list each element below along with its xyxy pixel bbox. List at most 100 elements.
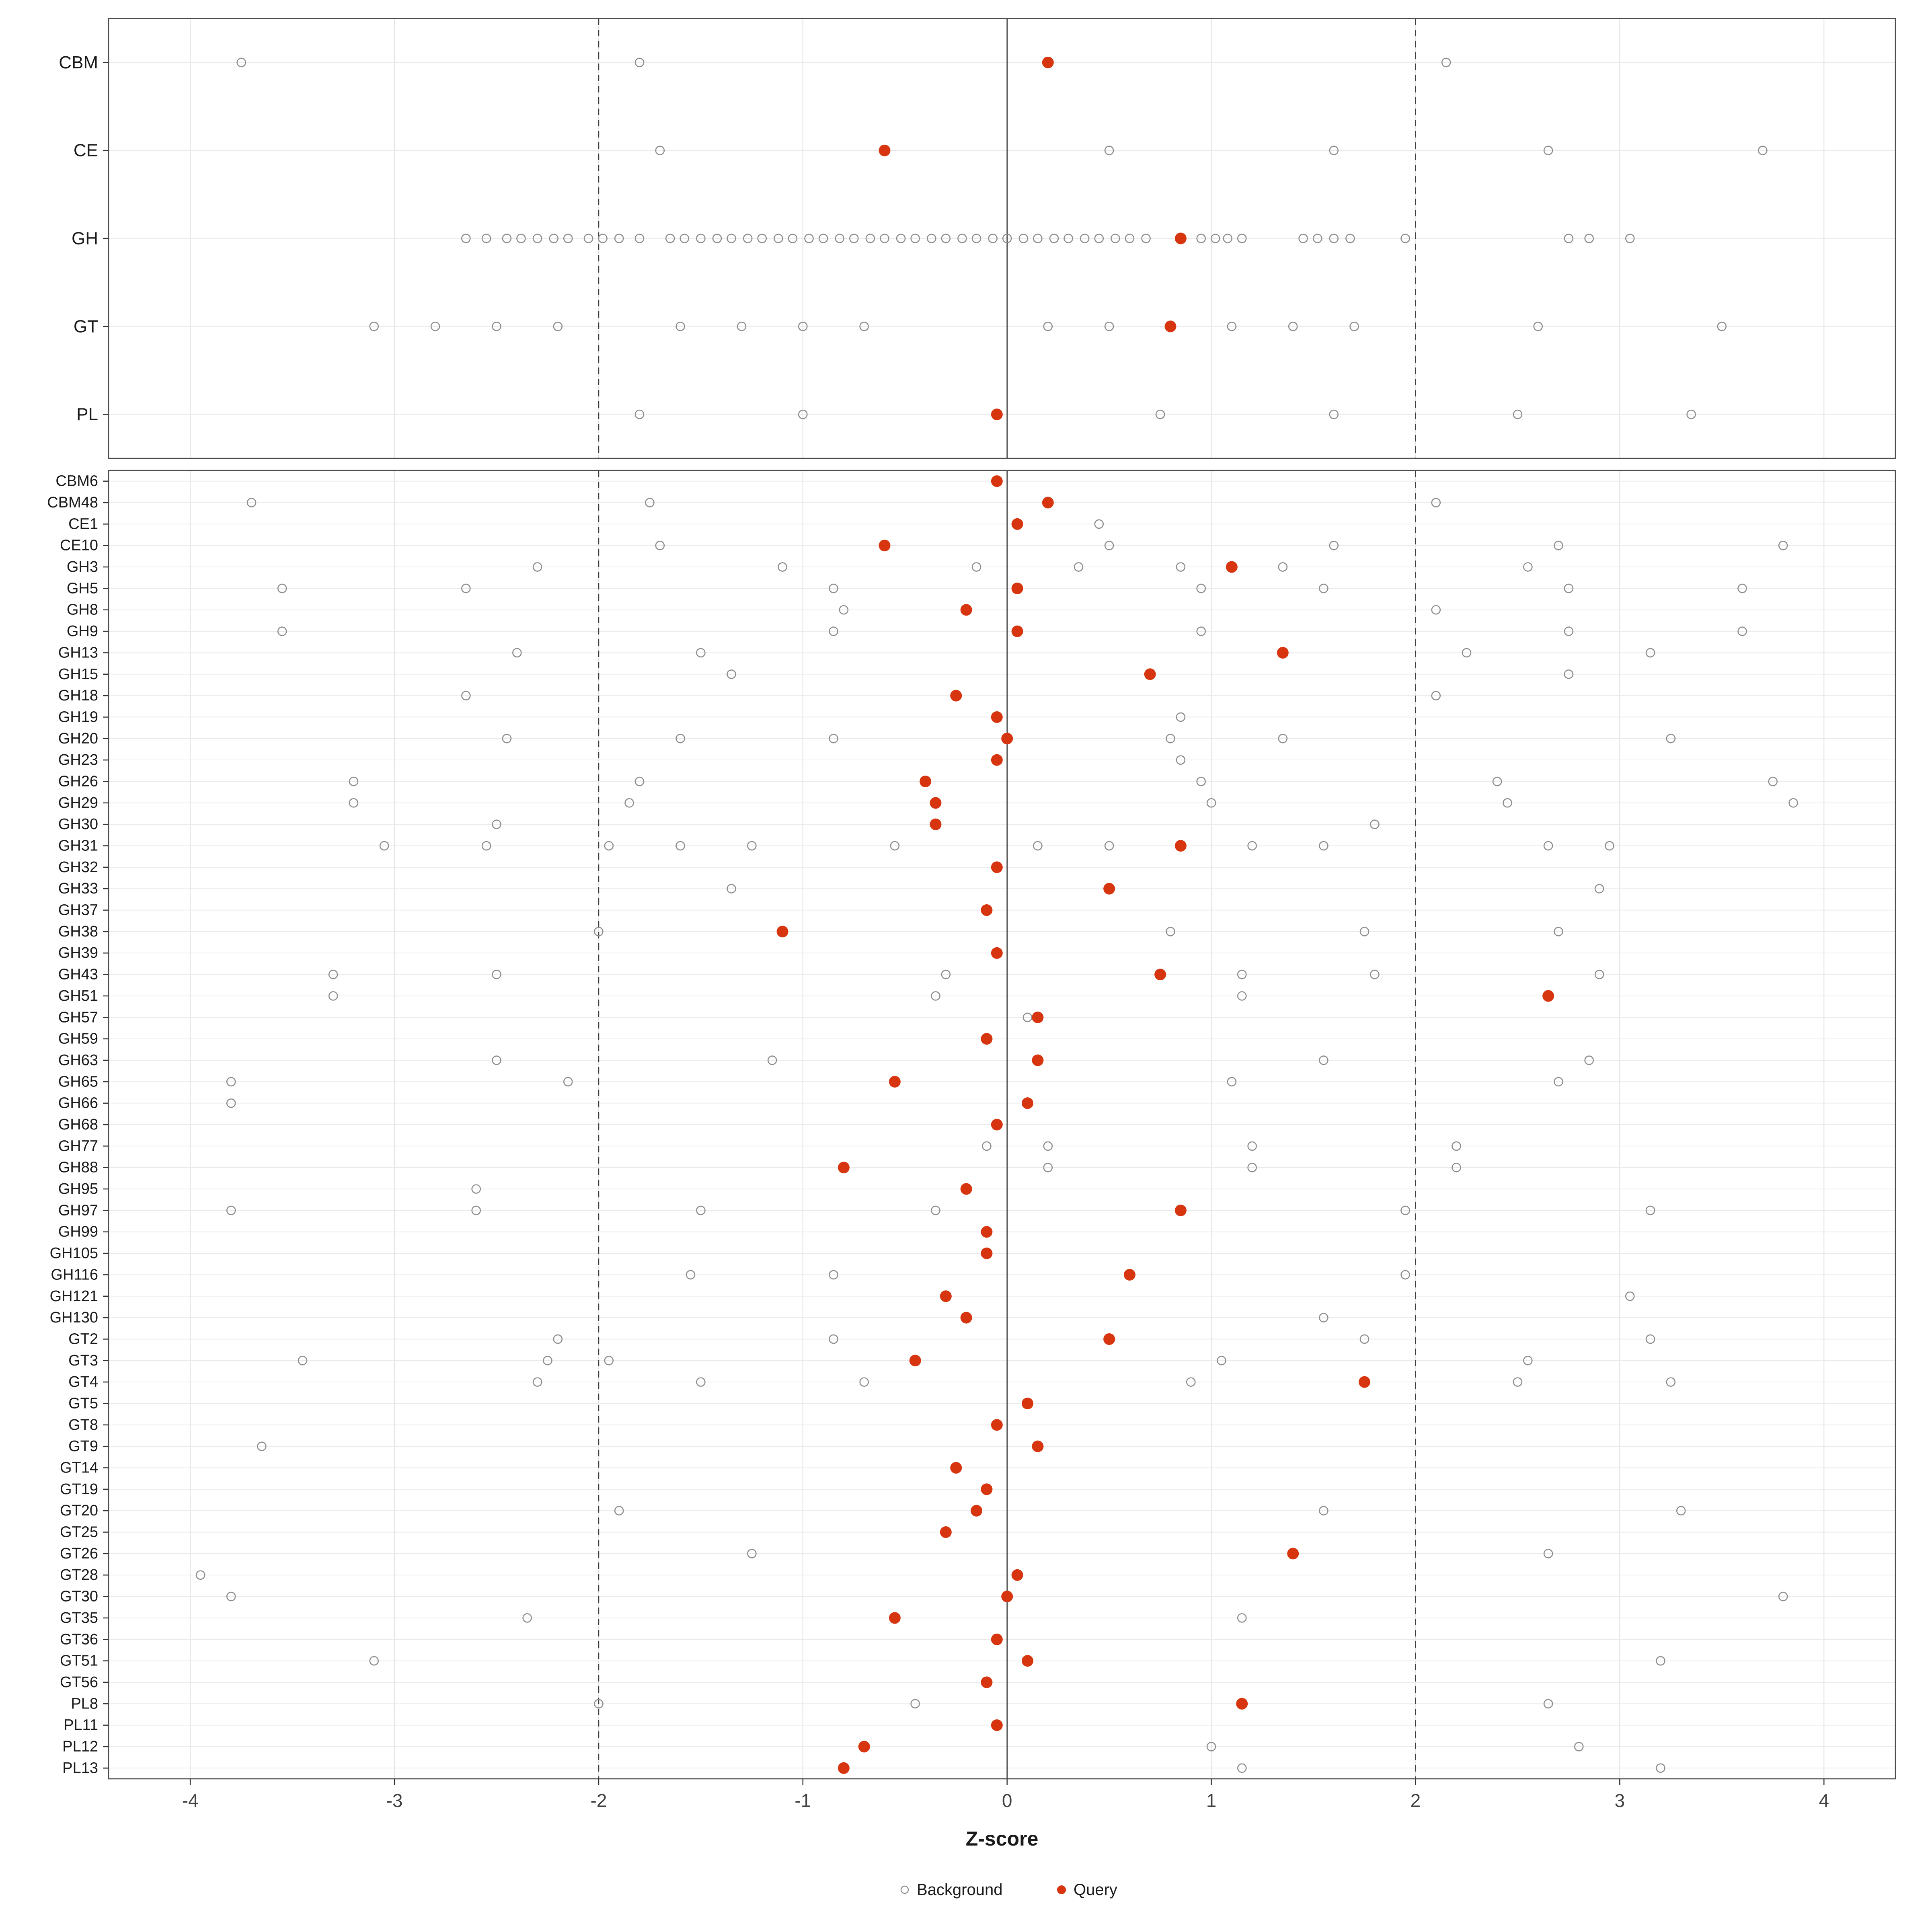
y-axis-label: GT25 (60, 1524, 98, 1541)
query-point (991, 475, 1003, 487)
query-point (1277, 647, 1289, 659)
query-point (1021, 1655, 1033, 1667)
background-point (226, 1591, 236, 1601)
background-point (1104, 146, 1114, 156)
background-point (1349, 321, 1359, 331)
query-point (991, 1419, 1003, 1431)
background-point (1492, 776, 1502, 786)
y-axis-label: GT30 (60, 1588, 98, 1605)
y-axis-label: GT14 (60, 1460, 98, 1476)
background-point (1074, 562, 1084, 572)
background-point (727, 669, 736, 679)
background-point (1564, 669, 1574, 679)
background-point (1329, 409, 1339, 419)
background-point (1166, 734, 1175, 743)
y-axis-label: GH65 (58, 1073, 98, 1090)
background-point (1452, 1141, 1461, 1151)
legend-background-marker (900, 1885, 909, 1894)
query-point (991, 409, 1003, 421)
background-point (298, 1355, 308, 1365)
background-point (1554, 540, 1563, 550)
background-point (1237, 234, 1247, 243)
query-point (1226, 561, 1238, 573)
background-point (829, 1334, 838, 1344)
y-axis-label: GH95 (58, 1181, 98, 1197)
query-point (889, 1076, 901, 1088)
query-point (1011, 518, 1023, 530)
query-point (1001, 1591, 1013, 1603)
background-point (481, 841, 491, 851)
panel-border (108, 470, 1896, 1780)
y-axis-label: GH77 (58, 1137, 98, 1154)
background-point (614, 1506, 624, 1515)
background-point (1329, 234, 1339, 243)
y-axis-label: CBM48 (47, 494, 98, 511)
background-point (1543, 1549, 1553, 1558)
background-point (502, 234, 512, 243)
query-point (1174, 1204, 1187, 1216)
background-point (798, 321, 808, 331)
background-point (1080, 234, 1090, 243)
background-point (676, 841, 685, 851)
background-point (563, 234, 573, 243)
background-point (747, 841, 757, 851)
background-point (1002, 234, 1012, 243)
y-axis-label: GT56 (60, 1674, 98, 1691)
query-point (1542, 990, 1554, 1002)
y-axis-label: GH8 (67, 602, 98, 618)
background-point (829, 734, 838, 743)
background-point (1717, 321, 1727, 331)
background-point (1018, 234, 1029, 243)
background-point (594, 927, 604, 936)
background-point (379, 841, 389, 851)
y-axis-label: GT4 (68, 1374, 98, 1390)
background-point (553, 321, 563, 331)
y-axis-label: GH29 (58, 795, 98, 811)
background-point (696, 234, 706, 243)
query-point (950, 1462, 962, 1474)
background-point (1574, 1742, 1584, 1751)
query-point (879, 144, 891, 156)
background-point (1094, 234, 1104, 243)
background-point (1206, 1742, 1216, 1751)
background-point (1584, 1055, 1594, 1065)
background-point (1064, 234, 1073, 243)
y-axis-label: GH5 (67, 580, 98, 597)
background-point (1345, 234, 1355, 243)
family-detail-panel: CBM6 CBM48 CE1 CE10 GH3 GH5 GH8 GH9 GH13 GH15 GH18… (47, 470, 1896, 1780)
background-point (1666, 1377, 1676, 1387)
background-point (1227, 321, 1237, 331)
background-point (1329, 146, 1339, 156)
background-point (1400, 1205, 1410, 1215)
background-point (604, 841, 614, 851)
background-point (226, 1098, 236, 1108)
background-point (645, 498, 655, 507)
background-point (624, 798, 634, 808)
background-point (195, 1570, 205, 1580)
y-axis-label: GT3 (68, 1352, 98, 1369)
query-point (1103, 1333, 1115, 1345)
query-point (1123, 1269, 1135, 1281)
background-point (502, 734, 512, 743)
background-point (1166, 927, 1175, 936)
query-point (776, 926, 788, 938)
background-point (328, 969, 338, 979)
query-point (879, 540, 891, 552)
background-point (277, 626, 287, 636)
x-axis-tick-label: -4 (182, 1790, 199, 1811)
background-point (712, 234, 722, 243)
background-point (747, 1549, 757, 1558)
y-axis-label: GT5 (68, 1395, 98, 1412)
background-point (328, 991, 338, 1001)
query-point (1011, 582, 1023, 594)
query-point (1287, 1548, 1299, 1560)
background-point (634, 57, 645, 68)
y-axis-label: GT26 (60, 1545, 98, 1562)
background-point (1033, 841, 1043, 851)
background-point (788, 234, 798, 243)
background-point (798, 409, 808, 419)
background-point (634, 776, 645, 786)
background-point (1503, 798, 1512, 808)
background-point (1104, 321, 1114, 331)
y-axis-label: GH31 (58, 838, 98, 854)
